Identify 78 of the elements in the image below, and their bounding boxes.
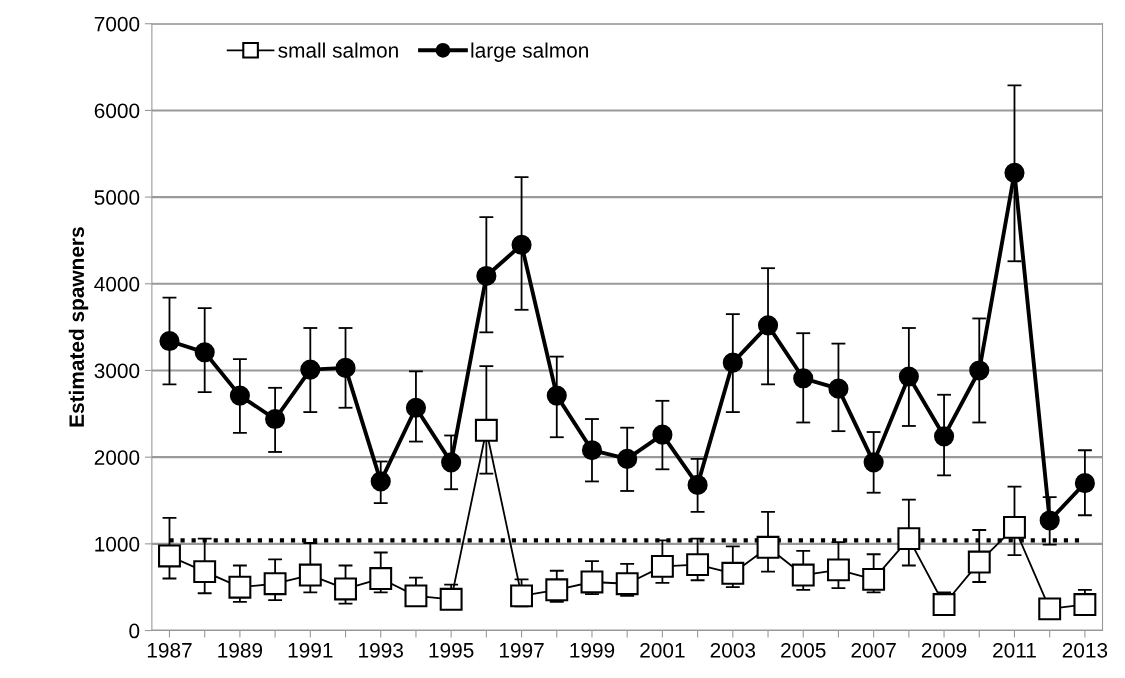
x-tick-label: 1989: [218, 642, 263, 658]
point: [265, 408, 286, 430]
point: [898, 366, 919, 387]
point: [652, 424, 673, 445]
point: [370, 471, 391, 492]
point: [229, 385, 250, 406]
legend-label: large salmon: [471, 42, 588, 62]
x-tick-label: 2001: [640, 642, 685, 658]
point: [580, 570, 604, 594]
point: [298, 563, 322, 587]
point: [228, 575, 252, 599]
point: [405, 397, 427, 418]
point: [474, 418, 498, 442]
x-tick-label: 1997: [499, 642, 544, 658]
y-tick-label: 4000: [94, 276, 140, 292]
point: [722, 352, 743, 373]
point: [756, 535, 780, 559]
point: [263, 572, 287, 596]
point: [863, 452, 884, 473]
x-tick-label: 2013: [1062, 642, 1108, 658]
point: [826, 558, 850, 582]
point: [1004, 162, 1025, 183]
point: [545, 578, 569, 602]
point: [510, 584, 534, 608]
point: [1074, 473, 1095, 494]
point: [546, 385, 567, 406]
x-tick-label: 1991: [288, 642, 333, 658]
point: [581, 440, 603, 461]
point: [757, 315, 779, 336]
y-tick-label: 0: [129, 623, 140, 639]
point: [686, 553, 710, 577]
point: [615, 572, 639, 596]
point: [897, 527, 921, 551]
point: [300, 359, 321, 380]
point: [1039, 510, 1060, 531]
x-tick-label: 1987: [147, 642, 192, 658]
point: [617, 448, 638, 469]
point: [721, 561, 745, 585]
point: [650, 554, 674, 578]
point: [933, 426, 955, 447]
point: [159, 330, 180, 352]
point: [791, 563, 815, 587]
x-tick-label: 2011: [993, 642, 1036, 658]
point: [404, 584, 428, 608]
point: [862, 567, 886, 591]
point: [828, 378, 849, 399]
point: [511, 234, 532, 255]
y-tick-label: 7000: [94, 16, 140, 32]
y-axis-title: Estimated spawners: [68, 227, 89, 427]
x-tick-label: 2003: [710, 642, 756, 658]
point: [158, 544, 181, 568]
y-tick-label: 1000: [95, 536, 140, 552]
point: [476, 265, 497, 287]
x-tick-label: 2009: [921, 642, 967, 658]
point: [335, 357, 356, 378]
point: [967, 550, 991, 574]
point: [1003, 515, 1026, 539]
x-tick-label: 1999: [570, 642, 615, 658]
x-tick-label: 2007: [851, 642, 896, 658]
point: [194, 342, 215, 363]
y-tick-label: 3000: [94, 363, 140, 379]
x-tick-label: 1993: [359, 642, 403, 658]
x-tick-label: 2005: [781, 642, 826, 658]
point: [793, 368, 814, 389]
point: [193, 560, 217, 584]
point: [441, 452, 462, 473]
point: [969, 360, 990, 381]
point: [687, 474, 708, 495]
y-tick-label: 5000: [94, 190, 140, 205]
legend-label: small salmon: [278, 42, 398, 58]
point: [369, 567, 393, 590]
point: [1038, 597, 1062, 621]
point: [334, 577, 357, 601]
y-tick-label: 6000: [94, 103, 140, 119]
point: [1073, 593, 1097, 616]
x-tick-label: 1995: [429, 642, 474, 658]
y-tick-label: 2000: [94, 450, 140, 465]
point: [932, 593, 956, 616]
